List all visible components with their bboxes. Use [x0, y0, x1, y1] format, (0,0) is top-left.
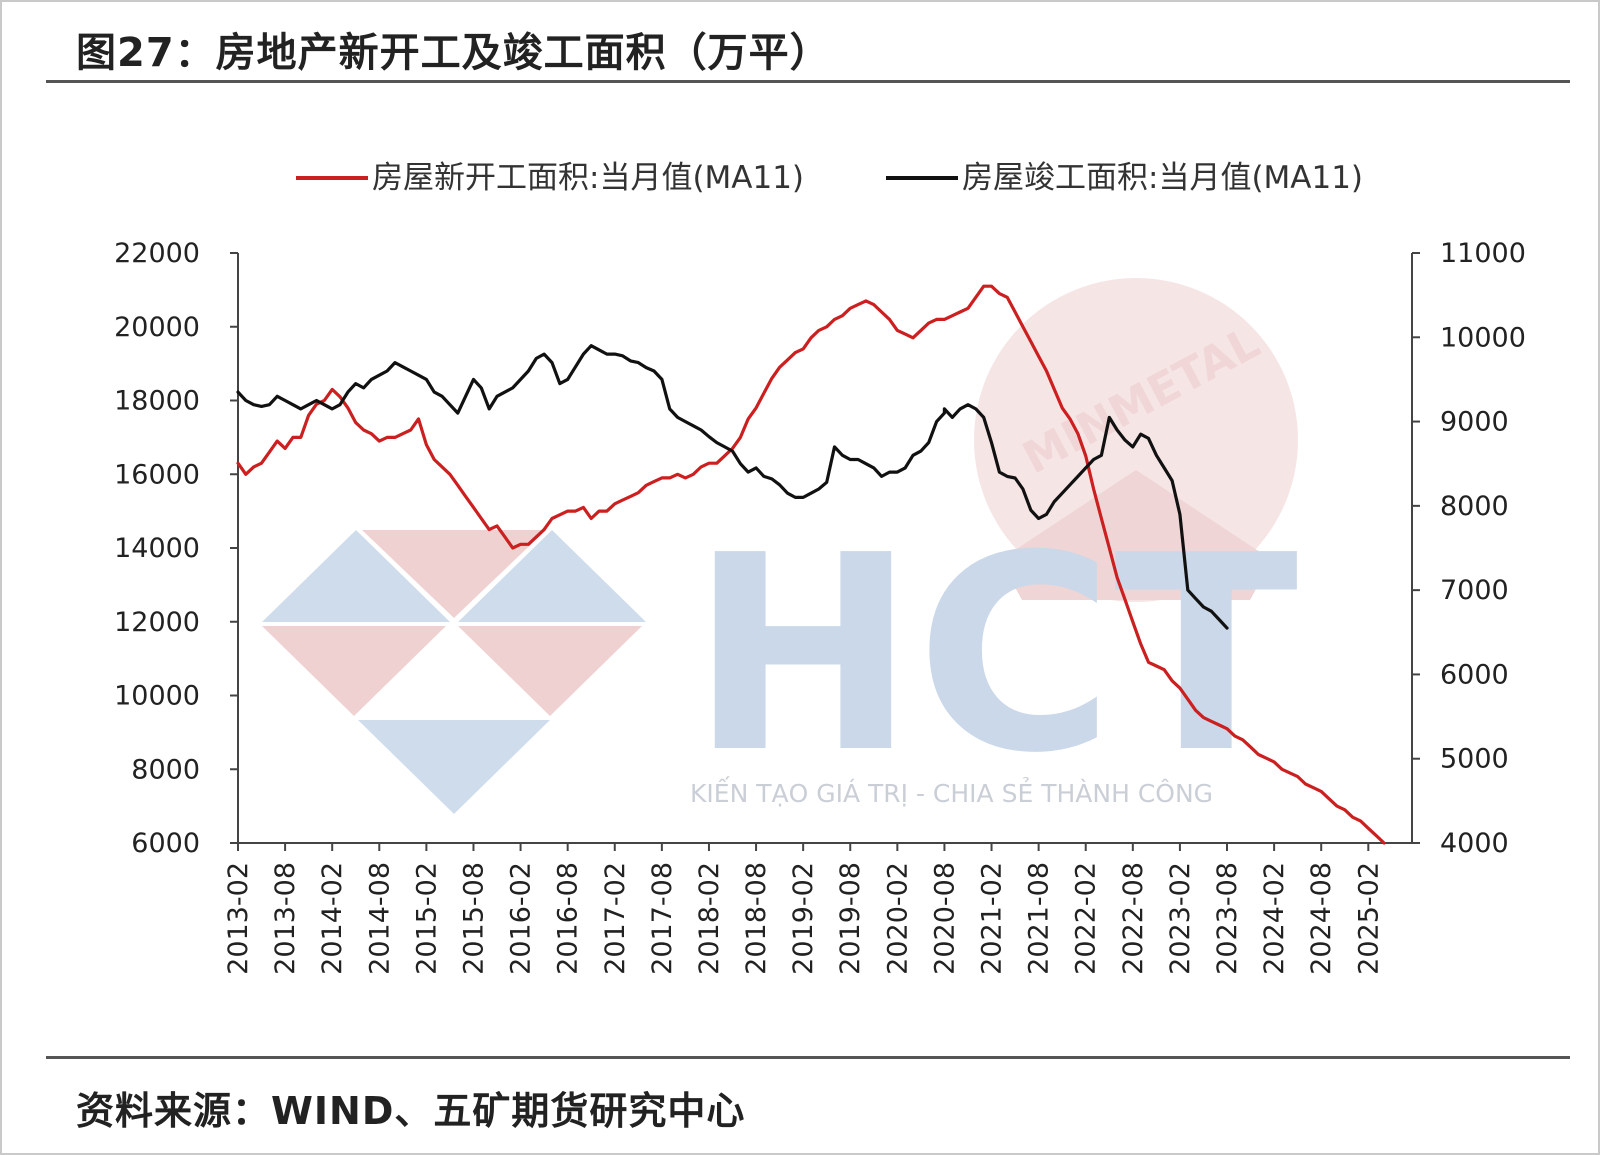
x-tick-label: 2024-02 — [1259, 862, 1290, 975]
x-tick-label: 2015-08 — [458, 862, 489, 975]
x-tick-label: 2022-02 — [1071, 862, 1102, 975]
tagline-watermark: KIẾN TẠO GIÁ TRỊ - CHIA SẺ THÀNH CÔNG — [690, 776, 1213, 808]
x-tick-label: 2021-02 — [977, 862, 1008, 975]
x-tick-label: 2019-02 — [788, 862, 819, 975]
x-tick-label: 2014-02 — [317, 862, 348, 975]
right-tick-label: 10000 — [1440, 322, 1526, 353]
series-layer — [236, 284, 1386, 845]
right-tick-label: 8000 — [1440, 491, 1509, 522]
right-axis-ticks: 11000 10000 9000 8000 7000 6000 5000 4000 — [1412, 238, 1526, 859]
x-tick-label: 2022-08 — [1118, 862, 1149, 975]
x-tick-label: 2024-08 — [1306, 862, 1337, 975]
series-line-new-starts — [236, 284, 1386, 845]
footer-rule — [46, 1056, 1570, 1059]
left-tick-label: 20000 — [114, 312, 200, 343]
legend-label-completions: 房屋竣工面积:当月值(MA11) — [962, 160, 1363, 196]
x-axis-ticks: 2013-02 2013-08 2014-02 2014-08 2015-02 2015-… — [223, 843, 1384, 975]
source-note: 资料来源：WIND、五矿期货研究中心 — [76, 1089, 746, 1133]
right-tick-label: 5000 — [1440, 744, 1509, 775]
x-tick-label: 2013-02 — [223, 862, 254, 975]
left-tick-label: 10000 — [114, 681, 200, 712]
x-tick-label: 2023-02 — [1165, 862, 1196, 975]
watermark: MINMETAL HCT KIẾN TẠO GIÁ TRỊ - CHIA SẺ … — [262, 278, 1300, 814]
left-axis-ticks: 22000 20000 18000 16000 14000 12000 10000 8000 6… — [114, 238, 238, 859]
legend-label-new-starts: 房屋新开工面积:当月值(MA11) — [372, 160, 804, 196]
x-tick-label: 2018-08 — [741, 862, 772, 975]
left-tick-label: 6000 — [131, 828, 200, 859]
x-tick-label: 2020-08 — [929, 862, 960, 975]
left-tick-label: 8000 — [131, 754, 200, 785]
x-tick-label: 2013-08 — [270, 862, 301, 975]
x-tick-label: 2020-02 — [882, 862, 913, 975]
x-tick-label: 2023-08 — [1212, 862, 1243, 975]
left-tick-label: 14000 — [114, 533, 200, 564]
x-tick-label: 2017-02 — [600, 862, 631, 975]
right-tick-label: 4000 — [1440, 828, 1509, 859]
x-tick-label: 2025-02 — [1353, 862, 1384, 975]
x-tick-label: 2019-08 — [835, 862, 866, 975]
brand-watermark: HCT — [690, 497, 1300, 812]
left-tick-label: 16000 — [114, 459, 200, 490]
legend: 房屋新开工面积:当月值(MA11) 房屋竣工面积:当月值(MA11) — [296, 160, 1363, 196]
x-tick-label: 2014-08 — [364, 862, 395, 975]
right-tick-label: 7000 — [1440, 575, 1509, 606]
hct-logo-mark — [262, 530, 646, 814]
title-rule — [46, 80, 1570, 83]
left-tick-label: 22000 — [114, 238, 200, 269]
right-tick-label: 11000 — [1440, 238, 1526, 269]
x-tick-label: 2016-02 — [506, 862, 537, 975]
right-tick-label: 6000 — [1440, 659, 1509, 690]
left-tick-label: 12000 — [114, 607, 200, 638]
series-line-completions — [236, 344, 1229, 630]
x-tick-label: 2021-08 — [1024, 862, 1055, 975]
figure-title: 图27：房地产新开工及竣工面积（万平） — [76, 30, 831, 76]
right-tick-label: 9000 — [1440, 407, 1509, 438]
x-tick-label: 2017-08 — [647, 862, 678, 975]
x-tick-label: 2015-02 — [411, 862, 442, 975]
x-tick-label: 2016-08 — [553, 862, 584, 975]
left-tick-label: 18000 — [114, 386, 200, 417]
x-tick-label: 2018-02 — [694, 862, 725, 975]
